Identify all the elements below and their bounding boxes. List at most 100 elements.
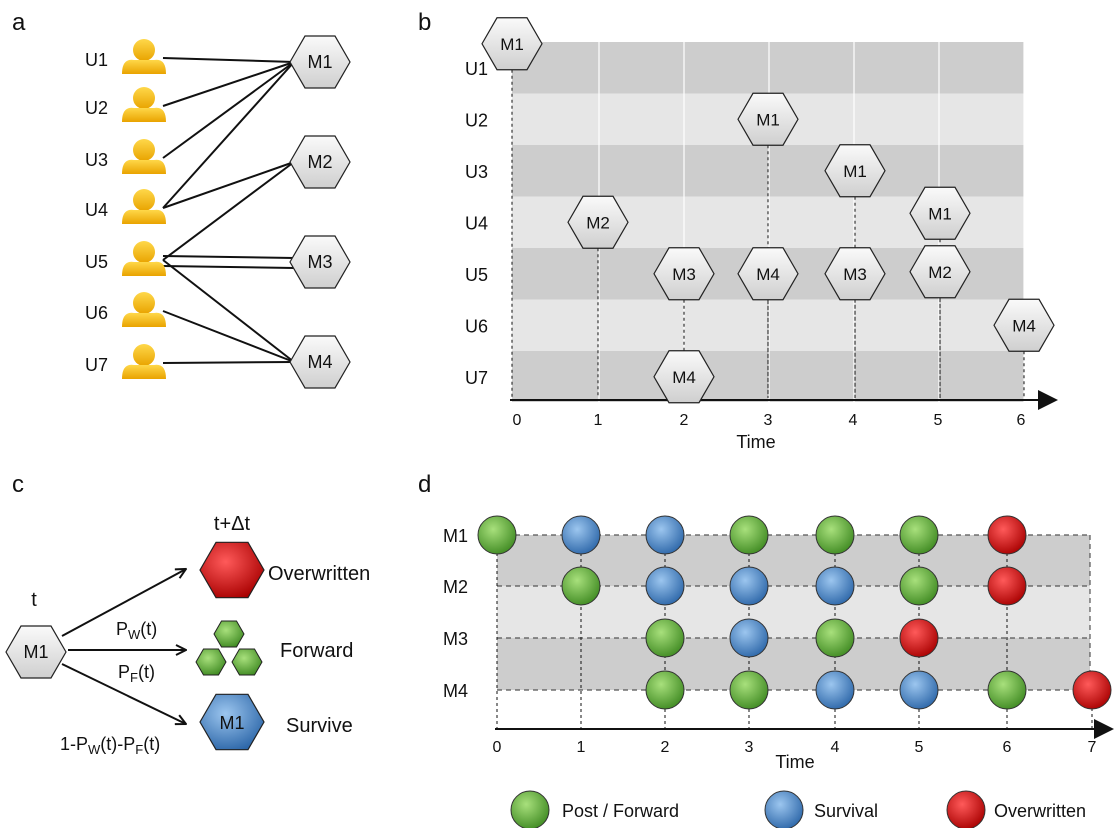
user-body-icon xyxy=(122,312,166,327)
event-hexagon-M1 xyxy=(737,92,799,146)
meme-hexagon-M4 xyxy=(289,335,351,389)
state-circle-overwritten xyxy=(1072,670,1112,710)
panel-d-state-grid: M1 M2 M3 M4 0 1 2 3 4 5 6 7 Time xyxy=(443,515,1114,772)
prob-forward: PF(t) xyxy=(118,662,155,685)
row-band xyxy=(512,351,1024,403)
state-circle-survival xyxy=(899,670,939,710)
panel-a-network: U1 U2 U3 U4 U5 U6 U7 M1 M2 M3 M4 xyxy=(85,35,351,389)
panel-label-b: b xyxy=(418,9,431,36)
meme-hexagon-M3-label: M3 xyxy=(307,252,332,272)
source-meme-hexagon xyxy=(5,625,67,679)
link-U4-M1 xyxy=(162,61,295,209)
link-U6-M4 xyxy=(162,310,295,363)
meme-hexagon-M2 xyxy=(289,135,351,189)
event-hexagon-M2-label: M2 xyxy=(928,263,952,282)
row-label-M2: M2 xyxy=(443,577,468,597)
t-next-label: t+Δt xyxy=(214,513,251,535)
user-head-icon xyxy=(133,241,155,263)
tick-label: 1 xyxy=(594,412,603,429)
prob-overwritten: PW(t) xyxy=(116,619,157,642)
event-hexagon-M1-label: M1 xyxy=(928,204,952,223)
overwritten-hexagon-icon xyxy=(199,541,265,599)
legend: Post / Forward Survival Overwritten xyxy=(510,790,1086,828)
row-label-M4: M4 xyxy=(443,681,468,701)
legend-label: Overwritten xyxy=(994,801,1086,821)
survive-hexagon-label: M1 xyxy=(219,713,244,733)
state-circle-post-forward xyxy=(645,618,685,658)
event-hexagon-M2-label: M2 xyxy=(586,213,610,232)
user-body-icon xyxy=(122,209,166,224)
x-axis-label: Time xyxy=(736,432,775,452)
event-hexagon-M1 xyxy=(824,144,886,198)
user-body-icon xyxy=(122,159,166,174)
forward-hexagon-icon xyxy=(231,648,263,676)
event-hexagon-M1-label: M1 xyxy=(500,35,524,54)
user-head-icon xyxy=(133,344,155,366)
link-U5-M2 xyxy=(162,161,295,261)
tick-label: 3 xyxy=(764,412,773,429)
user-body-icon xyxy=(122,59,166,74)
link-U7-M4 xyxy=(162,361,295,364)
meme-hexagon-M2-label: M2 xyxy=(307,152,332,172)
arrow-overwritten xyxy=(61,569,186,637)
x-axis-label: Time xyxy=(775,752,814,772)
label-overwritten: Overwritten xyxy=(268,563,370,585)
user-body-icon xyxy=(122,261,166,276)
state-circle-survival xyxy=(561,515,601,555)
prob-survive: 1-PW(t)-PF(t) xyxy=(60,734,160,757)
event-hexagon-M1 xyxy=(481,17,543,71)
tick-label: 1 xyxy=(577,739,586,756)
event-hexagon-M4-label: M4 xyxy=(1012,316,1036,335)
user-head-icon xyxy=(133,87,155,109)
user-head-icon xyxy=(133,292,155,314)
state-circle-post-forward xyxy=(987,670,1027,710)
t-label: t xyxy=(31,589,37,611)
state-circle-survival xyxy=(729,566,769,606)
link-U5-M3 xyxy=(162,255,295,259)
user-head-icon xyxy=(133,189,155,211)
source-meme-hexagon-label: M1 xyxy=(23,642,48,662)
state-circle-survival xyxy=(729,618,769,658)
event-hexagon-M3-label: M3 xyxy=(843,265,867,284)
user-label-U7: U7 xyxy=(85,355,108,375)
row-label-U4: U4 xyxy=(465,213,488,233)
user-body-icon xyxy=(122,364,166,379)
event-hexagon-M4 xyxy=(653,350,715,404)
tick-label: 2 xyxy=(661,739,670,756)
row-label-U1: U1 xyxy=(465,59,488,79)
state-circle-post-forward xyxy=(729,670,769,710)
row-band xyxy=(512,42,1024,94)
row-label-U6: U6 xyxy=(465,316,488,336)
legend-swatch-S xyxy=(764,790,804,828)
label-forward: Forward xyxy=(280,640,353,662)
tick-label: 4 xyxy=(831,739,840,756)
panel-label-d: d xyxy=(418,471,431,498)
user-head-icon xyxy=(133,139,155,161)
tick-label: 7 xyxy=(1088,739,1097,756)
row-label-U5: U5 xyxy=(465,265,488,285)
legend-swatch-O xyxy=(946,790,986,828)
state-circle-post-forward xyxy=(729,515,769,555)
event-hexagon-M3-label: M3 xyxy=(672,265,696,284)
meme-hexagon-M1 xyxy=(289,35,351,89)
survive-hexagon-icon xyxy=(199,693,265,751)
state-circle-survival xyxy=(815,670,855,710)
event-hexagon-M4 xyxy=(993,298,1055,352)
row-label-M1: M1 xyxy=(443,526,468,546)
event-hexagon-M1-label: M1 xyxy=(756,110,780,129)
state-circle-overwritten xyxy=(987,515,1027,555)
state-circle-post-forward xyxy=(561,566,601,606)
row-label-U7: U7 xyxy=(465,368,488,388)
forward-hexagon-icon xyxy=(195,648,227,676)
event-hexagon-M1-label: M1 xyxy=(843,162,867,181)
source-meme-hexagon: M1 xyxy=(5,625,67,679)
state-circle-overwritten xyxy=(987,566,1027,606)
state-circle-post-forward xyxy=(645,670,685,710)
event-hexagon-M4-label: M4 xyxy=(756,265,780,284)
tick-label: 0 xyxy=(493,739,502,756)
event-hexagon-M3 xyxy=(653,247,715,301)
forward-hexagon-icon xyxy=(213,620,245,648)
link-U3-M1 xyxy=(162,61,295,159)
user-label-U1: U1 xyxy=(85,50,108,70)
